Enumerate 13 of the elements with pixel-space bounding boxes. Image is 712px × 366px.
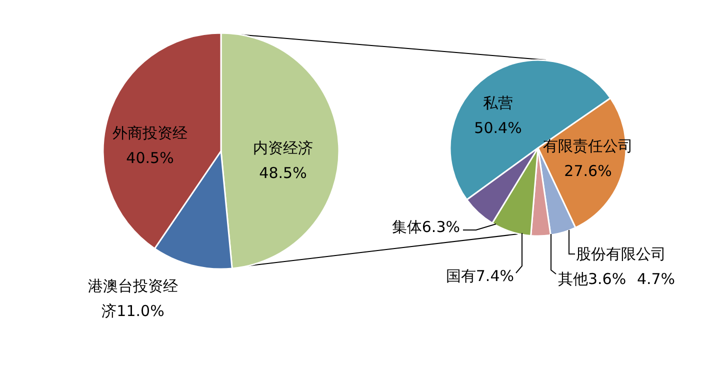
slice-label: 股份有限公司 xyxy=(576,245,666,263)
slice-label: 国有7.4% xyxy=(446,267,514,285)
data-label: 4.7% xyxy=(636,270,676,288)
slice-label: 内资经济 xyxy=(253,139,313,157)
slice-label: 私营 xyxy=(483,94,513,112)
slice-label: 其他3.6% xyxy=(558,270,626,288)
slice-label: 港澳台投资经济11.0% xyxy=(88,277,178,320)
slice-label: 外商投资经 xyxy=(112,124,188,142)
data-label: 40.5% xyxy=(126,149,174,167)
data-label: 48.5% xyxy=(259,164,307,182)
slice-label: 集体6.3% xyxy=(392,218,460,236)
data-label: 27.6% xyxy=(564,162,612,180)
data-label: 50.4% xyxy=(474,119,522,137)
